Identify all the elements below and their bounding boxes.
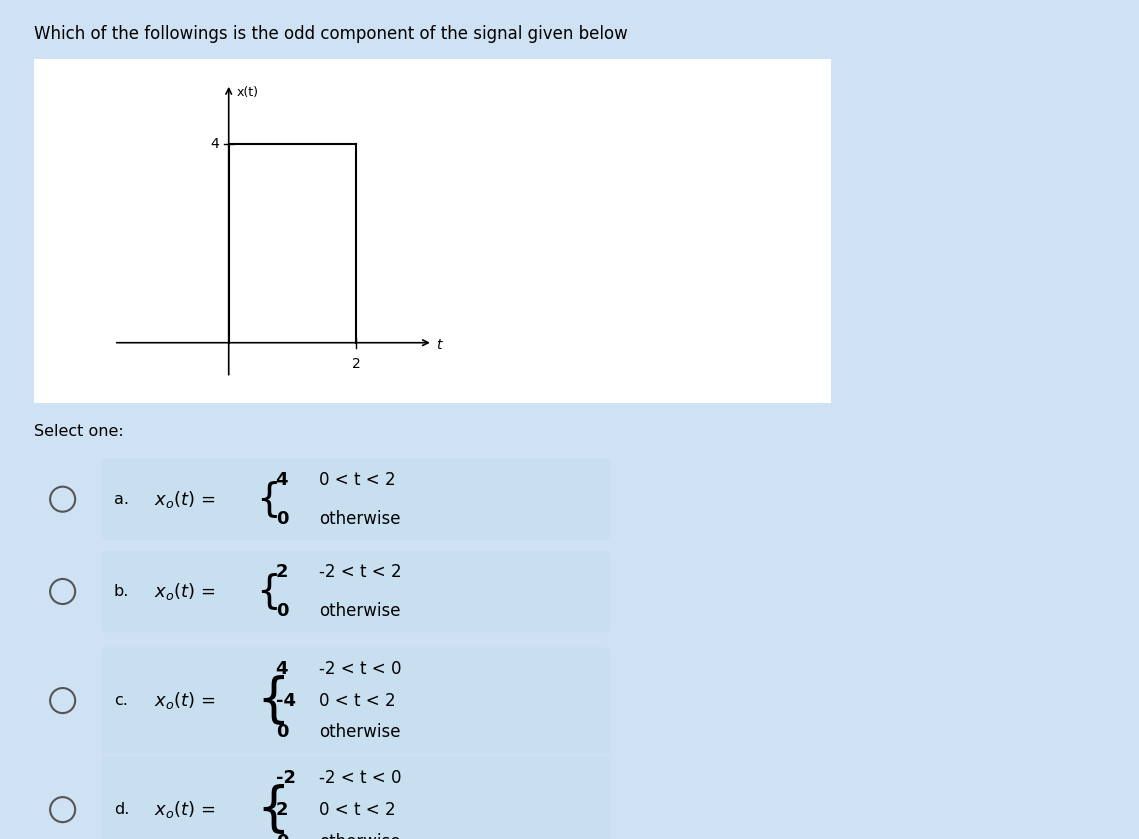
Text: otherwise: otherwise (319, 509, 401, 528)
Text: -2 < t < 0: -2 < t < 0 (319, 769, 401, 787)
Text: $x_o(t)$ =: $x_o(t)$ = (154, 799, 215, 821)
Text: 2: 2 (276, 563, 288, 581)
Text: $x_o(t)$ =: $x_o(t)$ = (154, 488, 215, 510)
Text: {: { (256, 572, 281, 611)
Text: t: t (436, 338, 442, 352)
Text: 4: 4 (211, 137, 219, 151)
Text: 2: 2 (276, 800, 288, 819)
Text: 2: 2 (352, 357, 361, 371)
Text: {: { (256, 480, 281, 519)
Text: -2 < t < 2: -2 < t < 2 (319, 563, 402, 581)
Text: 0: 0 (276, 509, 288, 528)
Text: 0 < t < 2: 0 < t < 2 (319, 691, 395, 710)
Text: 0: 0 (276, 832, 288, 839)
Text: c.: c. (114, 693, 128, 708)
Text: 0 < t < 2: 0 < t < 2 (319, 471, 395, 489)
Text: {: { (256, 784, 290, 836)
Text: {: { (256, 675, 290, 727)
Text: Select one:: Select one: (34, 424, 124, 439)
Text: $x_o(t)$ =: $x_o(t)$ = (154, 690, 215, 711)
Text: b.: b. (114, 584, 129, 599)
Text: a.: a. (114, 492, 129, 507)
Text: d.: d. (114, 802, 129, 817)
Text: $x_o(t)$ =: $x_o(t)$ = (154, 581, 215, 602)
Text: 4: 4 (276, 659, 288, 678)
Text: otherwise: otherwise (319, 832, 401, 839)
Text: -2: -2 (276, 769, 296, 787)
Text: Which of the followings is the odd component of the signal given below: Which of the followings is the odd compo… (34, 25, 628, 43)
Text: 0 < t < 2: 0 < t < 2 (319, 800, 395, 819)
Text: 0: 0 (276, 602, 288, 620)
Text: 0: 0 (276, 723, 288, 742)
Text: otherwise: otherwise (319, 602, 401, 620)
Text: -2 < t < 0: -2 < t < 0 (319, 659, 401, 678)
Text: otherwise: otherwise (319, 723, 401, 742)
Text: -4: -4 (276, 691, 296, 710)
Text: 4: 4 (276, 471, 288, 489)
Text: x(t): x(t) (237, 86, 259, 99)
